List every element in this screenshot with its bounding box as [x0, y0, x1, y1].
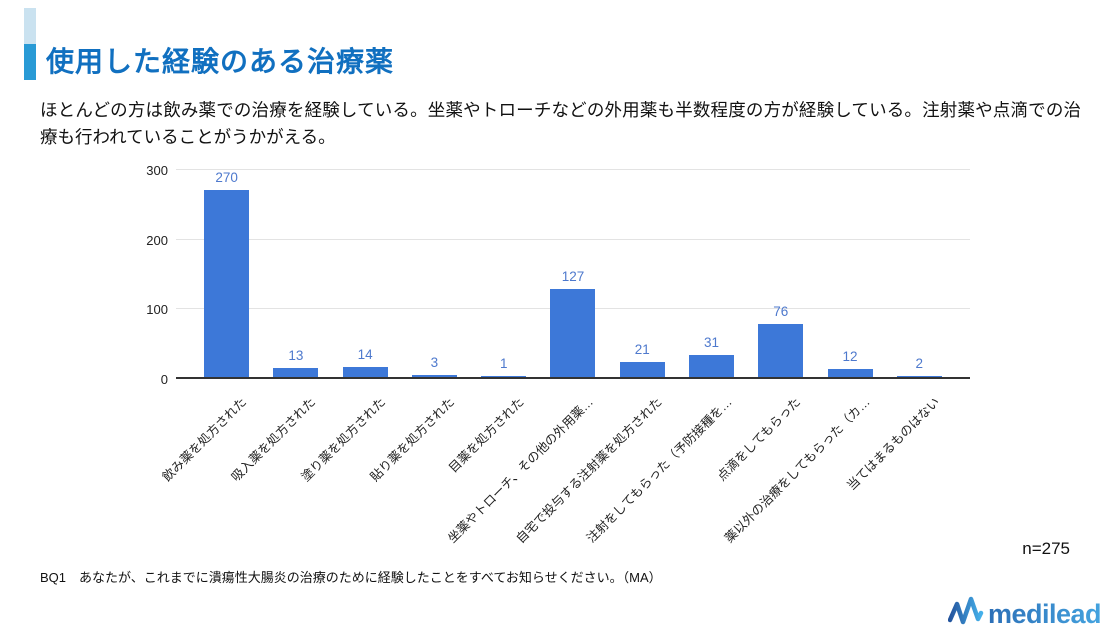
bar-column: 14 — [331, 170, 400, 377]
y-tick-label: 300 — [146, 163, 168, 178]
bar-column: 1 — [469, 170, 538, 377]
bar-column: 3 — [400, 170, 469, 377]
bar-value-label: 31 — [703, 335, 719, 351]
bar-value-label: 270 — [215, 170, 238, 185]
bar — [827, 368, 873, 377]
bar-value-label: 1 — [499, 356, 508, 371]
bar-column: 31 — [677, 170, 746, 377]
logo-text: medilead — [988, 599, 1101, 629]
bar-value-label: 3 — [430, 354, 439, 370]
bar — [204, 190, 250, 377]
bar-column: 13 — [261, 170, 330, 377]
bar-value-label: 127 — [561, 268, 585, 284]
bar — [481, 376, 527, 377]
y-tick-label: 0 — [160, 372, 168, 387]
y-tick-label: 200 — [146, 232, 168, 248]
bar — [896, 375, 942, 377]
bar-column: 127 — [538, 170, 607, 377]
medilead-logo: medilead — [948, 596, 1102, 629]
bars-region: 270 13 14 3 1 127 21 31 76 12 2 — [192, 170, 954, 377]
bar-column: 21 — [608, 170, 677, 377]
title-accent-bar-dark — [24, 44, 36, 80]
pulse-icon — [948, 596, 984, 625]
bar-value-label: 13 — [288, 347, 304, 363]
summary-text: ほとんどの方は飲み薬での治療を経験している。坐薬やトローチなどの外用薬も半数程度… — [40, 100, 1081, 147]
bar — [411, 374, 457, 377]
sample-size: n=275 — [1022, 539, 1070, 558]
x-axis-baseline — [176, 377, 970, 379]
bar-value-label: 76 — [773, 304, 789, 320]
bar — [758, 324, 804, 377]
bar-value-label: 2 — [915, 355, 924, 371]
bar-column: 2 — [885, 170, 954, 377]
bar-chart: 0 100 200 300 270 13 14 3 1 127 21 31 76 12 2 飲み薬を処方さ… — [128, 163, 978, 570]
bar-column: 270 — [192, 170, 261, 377]
gridline — [176, 169, 970, 170]
bar — [550, 288, 596, 377]
bar-column: 12 — [815, 170, 884, 377]
y-axis: 0 100 200 300 — [128, 163, 168, 387]
x-tick-label: 薬以外の治療をしてもらった（カ… — [722, 394, 873, 546]
bar-value-label: 21 — [634, 342, 650, 358]
x-tick-label: 自宅で投与する注射薬を処方された — [513, 394, 666, 547]
bar-column: 76 — [746, 170, 815, 377]
y-tick-label: 100 — [146, 302, 168, 318]
bar-value-label: 14 — [357, 347, 373, 363]
title-accent-bar-light — [24, 8, 36, 44]
footnote: BQ1 あなたが、これまでに潰瘍性大腸炎の治療のために経験したことをすべてお知ら… — [40, 570, 662, 585]
page-title: 使用した経験のある治療薬 — [46, 46, 395, 77]
plot-area: 270 13 14 3 1 127 21 31 76 12 2 — [176, 169, 970, 379]
bar — [619, 362, 665, 377]
bar — [688, 355, 734, 377]
bar — [273, 367, 319, 377]
gridline — [176, 238, 970, 240]
x-axis-labels: 飲み薬を処方された 吸入薬を処方された 塗り薬を処方された 貼り薬を処方された 目薬を処… — [160, 382, 954, 557]
bar-value-label: 12 — [842, 348, 858, 364]
bar — [342, 367, 388, 377]
